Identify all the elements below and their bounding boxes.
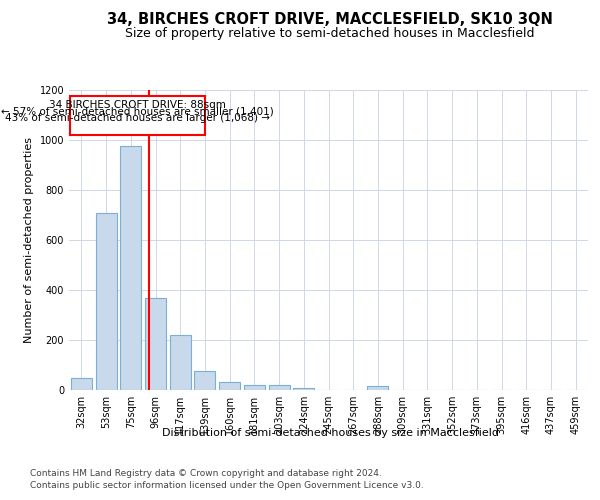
FancyBboxPatch shape [70,96,205,135]
Bar [95,212,116,390]
Bar [120,146,141,390]
Text: Size of property relative to semi-detached houses in Macclesfield: Size of property relative to semi-detach… [125,28,535,40]
Text: 34, BIRCHES CROFT DRIVE, MACCLESFIELD, SK10 3QN: 34, BIRCHES CROFT DRIVE, MACCLESFIELD, S… [107,12,553,28]
Y-axis label: Number of semi-detached properties: Number of semi-detached properties [24,137,34,343]
Bar [244,384,265,390]
Bar [145,298,166,390]
Bar [170,335,191,390]
Text: 34 BIRCHES CROFT DRIVE: 88sqm: 34 BIRCHES CROFT DRIVE: 88sqm [49,100,226,110]
Text: 43% of semi-detached houses are larger (1,068) →: 43% of semi-detached houses are larger (… [5,114,270,123]
Text: Distribution of semi-detached houses by size in Macclesfield: Distribution of semi-detached houses by … [161,428,499,438]
Text: Contains public sector information licensed under the Open Government Licence v3: Contains public sector information licen… [30,482,424,490]
Bar [194,371,215,390]
Bar [293,388,314,390]
Bar [269,384,290,390]
Bar [71,378,92,390]
Text: ← 57% of semi-detached houses are smaller (1,401): ← 57% of semi-detached houses are smalle… [1,107,274,117]
Text: Contains HM Land Registry data © Crown copyright and database right 2024.: Contains HM Land Registry data © Crown c… [30,470,382,478]
Bar [367,386,388,390]
Bar [219,382,240,390]
